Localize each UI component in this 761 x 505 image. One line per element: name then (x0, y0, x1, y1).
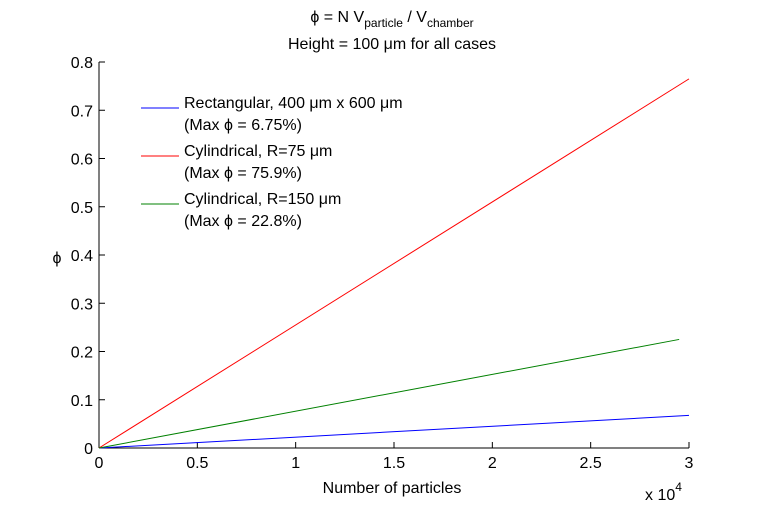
y-tick-label: 0.4 (71, 248, 93, 265)
y-tick-label: 0.3 (71, 296, 93, 313)
x-multiplier-base: x 10 (645, 487, 675, 504)
y-tick-label: 0 (84, 441, 93, 458)
x-tick-label: 1 (291, 455, 300, 472)
legend-label-3: Cylindrical, R=150 μm (184, 191, 341, 208)
chart-title-line1: ϕ = N Vparticle / Vchamber (310, 9, 473, 30)
x-tick-label: 0.5 (186, 455, 208, 472)
y-tick-label: 0.6 (71, 152, 93, 169)
legend: Rectangular, 400 μm x 600 μm (Max ϕ = 6.7… (141, 95, 403, 230)
x-axis-label: Number of particles (323, 480, 462, 497)
y-tick-label: 0.2 (71, 345, 93, 362)
y-tick-label: 0.7 (71, 103, 93, 120)
title-sub1: particle (364, 16, 403, 30)
series-line-2 (98, 78, 690, 449)
x-tick-label: 0 (95, 455, 104, 472)
x-multiplier-exponent: 4 (675, 480, 682, 494)
x-tick-label: 3 (685, 455, 694, 472)
y-tick-label: 0.5 (71, 200, 93, 217)
legend-label-1: Rectangular, 400 μm x 600 μm (184, 95, 403, 112)
series-group (98, 78, 690, 449)
y-axis-label: ϕ (53, 250, 62, 267)
title-mid: / V (403, 9, 427, 26)
legend-label-2: Cylindrical, R=75 μm (184, 143, 332, 160)
series-line-3 (98, 338, 680, 449)
legend-note-3: (Max ϕ = 22.8%) (184, 213, 302, 230)
x-tick-label: 2.5 (580, 455, 602, 472)
ticks: 0 0.5 1 1.5 2 2.5 3 0 0.1 0.2 0.3 0.4 0.5 0.6 0.7 0.8 (71, 55, 694, 472)
legend-note-2: (Max ϕ = 75.9%) (184, 165, 302, 182)
y-tick-label: 0.1 (71, 393, 93, 410)
chart-title-line2: Height = 100 μm for all cases (288, 36, 496, 53)
x-multiplier: x 104 (645, 480, 682, 504)
x-tick-label: 1.5 (383, 455, 405, 472)
title-lhs: ϕ = N V (310, 9, 364, 26)
legend-note-1: (Max ϕ = 6.75%) (184, 117, 302, 134)
title-sub2: chamber (427, 16, 474, 30)
x-tick-label: 2 (488, 455, 497, 472)
y-tick-label: 0.8 (71, 55, 93, 72)
series-line-1 (98, 414, 690, 449)
